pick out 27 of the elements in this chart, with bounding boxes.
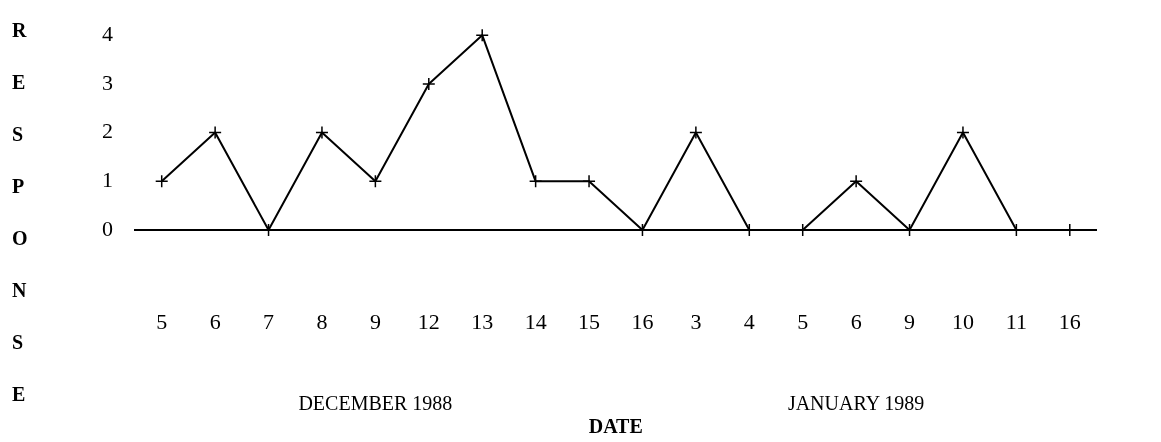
- x-axis-title: DATE: [588, 415, 643, 438]
- x-tick-label: 9: [904, 308, 916, 334]
- x-tick-label: 6: [209, 308, 221, 334]
- x-tick-label: 16: [1058, 308, 1081, 334]
- y-tick-label: 3: [102, 69, 113, 95]
- x-tick-label: 3: [690, 308, 702, 334]
- x-tick-label: 11: [1005, 308, 1027, 334]
- y-tick-label: 2: [102, 118, 113, 144]
- x-tick-label: 15: [578, 308, 601, 334]
- x-tick-label: 6: [850, 308, 862, 334]
- x-tick-label: 7: [263, 308, 275, 334]
- x-tick-label: 16: [631, 308, 654, 334]
- x-tick-label: 10: [951, 308, 974, 334]
- text: JANUARY 1989: [787, 392, 925, 415]
- x-tick-label: 5: [156, 308, 168, 334]
- x-tick-label: 4: [743, 308, 755, 334]
- text: RESPONSE: [12, 19, 28, 405]
- x-tick-label: 13: [471, 308, 494, 334]
- x-tick-label: 8: [316, 308, 328, 334]
- y-tick-label: 0: [102, 215, 113, 241]
- y-tick-label: 1: [102, 167, 113, 193]
- x-tick-label: 9: [369, 308, 381, 334]
- y-tick-label: 4: [102, 20, 113, 46]
- x-tick-label: 5: [797, 308, 809, 334]
- text: DECEMBER 1988: [298, 392, 453, 415]
- x-tick-label: 12: [417, 308, 440, 334]
- x-tick-label: 14: [524, 308, 547, 334]
